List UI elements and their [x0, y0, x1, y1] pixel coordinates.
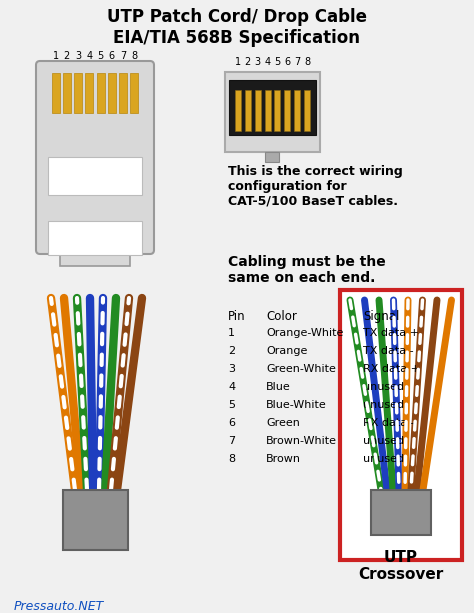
Text: 6: 6	[284, 57, 291, 67]
Text: Green-White: Green-White	[266, 364, 336, 374]
Text: 3: 3	[255, 57, 261, 67]
Text: TX data +: TX data +	[363, 328, 419, 338]
Text: UTP Patch Cord/ Drop Cable
EIA/TIA 568B Specification: UTP Patch Cord/ Drop Cable EIA/TIA 568B …	[107, 8, 367, 47]
Bar	[284, 90, 290, 131]
Text: 3: 3	[228, 364, 235, 374]
Text: 7: 7	[228, 436, 235, 446]
Bar	[108, 73, 116, 113]
Text: 5: 5	[274, 57, 281, 67]
FancyBboxPatch shape	[36, 61, 154, 254]
Bar	[255, 90, 261, 131]
Text: This is the correct wiring
configuration for
CAT-5/100 BaseT cables.: This is the correct wiring configuration…	[228, 165, 403, 208]
Text: Green: Green	[266, 418, 300, 428]
Text: 4: 4	[228, 382, 235, 392]
Bar	[235, 90, 241, 131]
Text: Brown-White: Brown-White	[266, 436, 337, 446]
Text: 3: 3	[75, 51, 81, 61]
Text: unused: unused	[363, 436, 404, 446]
Text: 1: 1	[53, 51, 59, 61]
Bar	[294, 90, 300, 131]
Bar	[52, 73, 60, 113]
Text: 4: 4	[264, 57, 271, 67]
Text: 2: 2	[228, 346, 235, 356]
Text: 8: 8	[131, 51, 137, 61]
Text: 5: 5	[98, 51, 104, 61]
Bar	[245, 90, 251, 131]
Text: RX data -: RX data -	[363, 418, 415, 428]
Text: unused: unused	[363, 454, 404, 464]
Bar	[225, 72, 320, 152]
Bar	[97, 73, 105, 113]
Text: Blue: Blue	[266, 382, 291, 392]
Bar	[265, 152, 279, 162]
Text: unused: unused	[363, 382, 404, 392]
Text: 5: 5	[228, 400, 235, 410]
Text: UTP
Crossover: UTP Crossover	[358, 550, 444, 582]
Bar	[119, 73, 127, 113]
Bar	[304, 90, 310, 131]
Text: 1: 1	[228, 328, 235, 338]
Text: 1: 1	[235, 57, 241, 67]
Text: Pin: Pin	[228, 310, 246, 323]
Text: Cabling must be the
same on each end.: Cabling must be the same on each end.	[228, 255, 386, 285]
Bar	[371, 490, 431, 535]
Text: 7: 7	[294, 57, 301, 67]
Bar	[340, 290, 462, 560]
Text: Orange: Orange	[266, 346, 307, 356]
Bar	[63, 73, 71, 113]
Bar	[48, 157, 142, 195]
Text: 4: 4	[86, 51, 92, 61]
Text: Brown: Brown	[266, 454, 301, 464]
Bar	[274, 90, 281, 131]
Text: Orange-White: Orange-White	[266, 328, 343, 338]
Text: 6: 6	[228, 418, 235, 428]
Text: RX data +: RX data +	[363, 364, 420, 374]
Bar	[229, 80, 316, 135]
Bar	[74, 73, 82, 113]
Text: 7: 7	[120, 51, 126, 61]
Bar	[130, 73, 138, 113]
Bar	[60, 248, 130, 266]
Text: Signal: Signal	[363, 310, 400, 323]
Bar	[63, 490, 128, 550]
Text: 8: 8	[304, 57, 310, 67]
Text: Pressauto.NET: Pressauto.NET	[14, 600, 104, 613]
Text: TX data -: TX data -	[363, 346, 414, 356]
Text: unused: unused	[363, 400, 404, 410]
Text: 2: 2	[64, 51, 70, 61]
Text: Color: Color	[266, 310, 297, 323]
Text: 8: 8	[228, 454, 235, 464]
Text: Blue-White: Blue-White	[266, 400, 327, 410]
Bar	[48, 221, 142, 255]
Bar	[85, 73, 93, 113]
Text: 2: 2	[245, 57, 251, 67]
Bar	[264, 90, 271, 131]
Text: 6: 6	[109, 51, 115, 61]
